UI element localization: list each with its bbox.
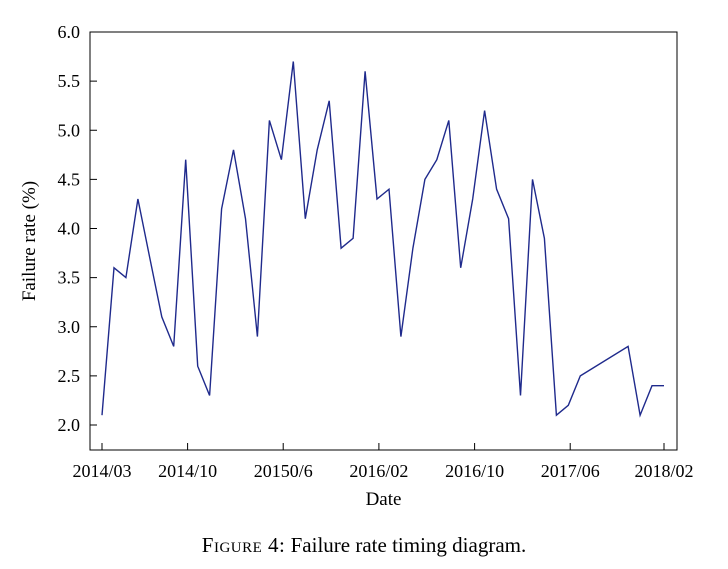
caption-text: Failure rate timing diagram. — [285, 533, 527, 557]
y-tick-label: 2.5 — [58, 366, 81, 386]
failure-rate-line — [101, 61, 664, 418]
y-tick-label: 3.5 — [58, 268, 81, 288]
y-tick-label: 4.5 — [58, 169, 81, 189]
x-tick-label: 2017/06 — [541, 461, 600, 481]
figure-caption: Figure 4: Failure rate timing diagram. — [0, 533, 728, 558]
x-axis: 2014/03 2014/10 20150/6 2016/02 2016/10 2017/… — [72, 443, 694, 481]
x-tick-label: 2014/10 — [158, 461, 217, 481]
y-tick-label: 3.0 — [58, 317, 81, 337]
x-axis-label: Date — [366, 489, 402, 510]
x-tick-label: 2016/10 — [445, 461, 504, 481]
line-chart: 2.02.53.03.54.04.55.05.56.0 2014/03 2014/… — [19, 22, 694, 510]
y-tick-label: 6.0 — [58, 22, 81, 42]
x-tick-label: 2016/02 — [349, 461, 408, 481]
y-axis: 2.0 2.5 3.0 3.5 4.0 4.5 5.0 5.5 6.0 — [58, 22, 97, 435]
y-tick-label: 5.5 — [58, 71, 81, 91]
y-tick-label: 4.0 — [58, 219, 81, 239]
figure-label: Figure 4: — [201, 533, 286, 557]
x-tick-label: 2018/02 — [634, 461, 693, 481]
x-tick-label: 2014/03 — [72, 461, 131, 481]
plot-frame — [89, 31, 678, 451]
y-tick-label: 2.0 — [58, 415, 81, 435]
x-tick-label: 20150/6 — [254, 461, 313, 481]
y-axis-label: Failure rate (%) — [19, 181, 40, 301]
y-tick-label: 5.0 — [58, 120, 81, 140]
